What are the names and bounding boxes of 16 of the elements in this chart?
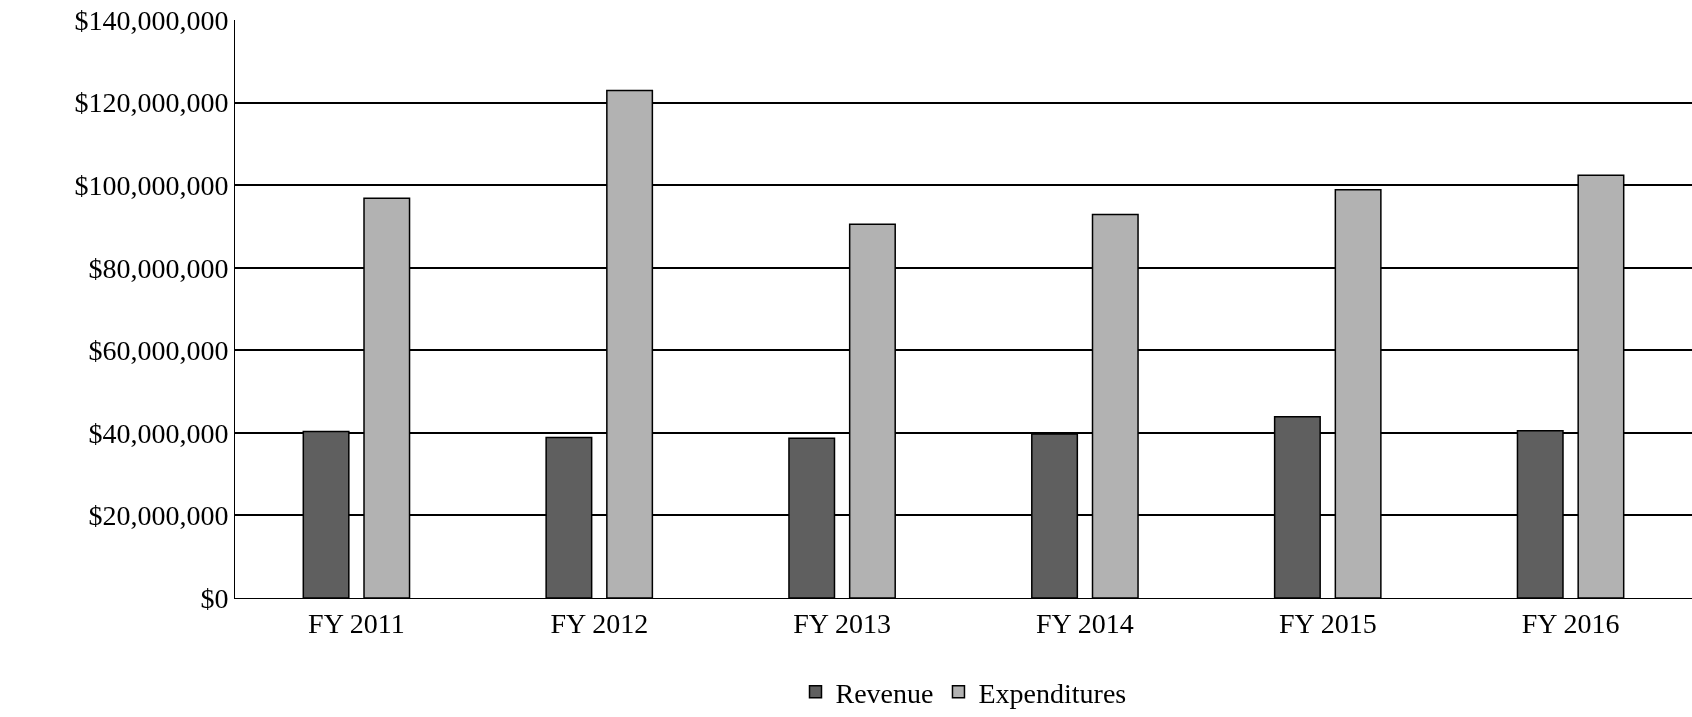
x-tick-label: FY 2013 bbox=[793, 607, 891, 639]
x-tick-label: FY 2015 bbox=[1278, 607, 1377, 639]
y-tick-label: $80,000,000 bbox=[88, 252, 229, 284]
y-tick-label: $140,000,000 bbox=[74, 4, 229, 36]
x-tick-label: FY 2012 bbox=[550, 607, 649, 639]
x-tick-label: FY 2011 bbox=[308, 607, 405, 639]
y-tick-label: $0 bbox=[200, 582, 229, 614]
y-tick-label: $120,000,000 bbox=[74, 87, 229, 119]
legend-label: Revenue bbox=[835, 677, 934, 709]
y-tick-label: $20,000,000 bbox=[88, 500, 229, 532]
x-tick-label: FY 2016 bbox=[1521, 607, 1620, 639]
y-tick-label: $40,000,000 bbox=[88, 417, 229, 449]
x-tick-label: FY 2014 bbox=[1036, 607, 1134, 639]
y-tick-label: $60,000,000 bbox=[88, 335, 229, 367]
y-tick-label: $100,000,000 bbox=[74, 169, 229, 201]
legend-label: Expenditures bbox=[978, 677, 1127, 709]
